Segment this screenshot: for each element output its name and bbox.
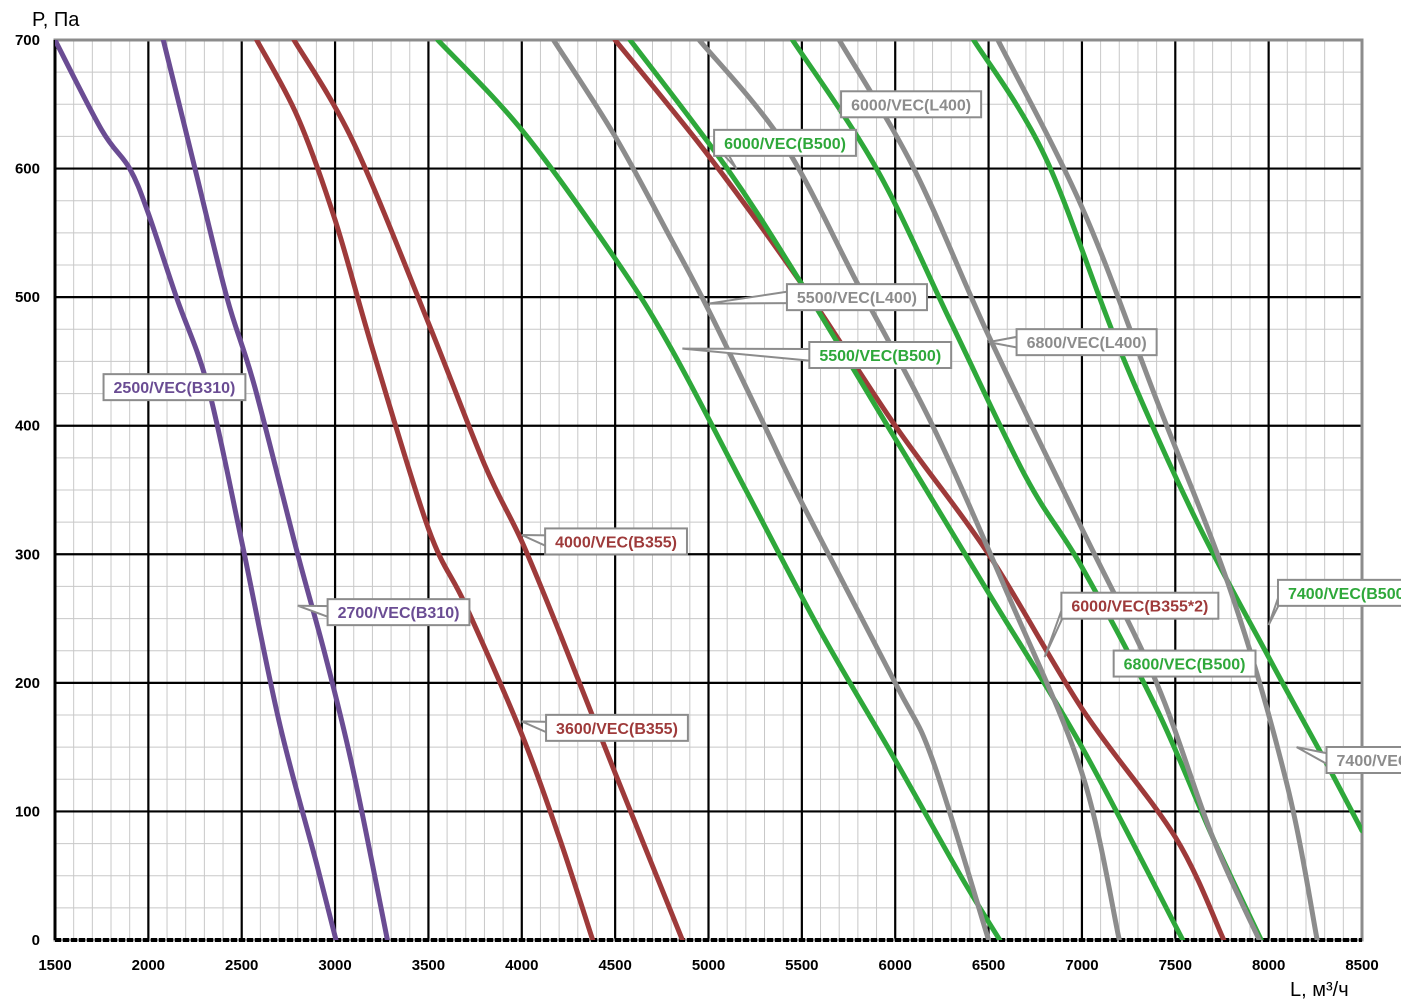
label-pointer (521, 534, 550, 549)
label-text: 6800/VEC(L400) (1027, 335, 1147, 352)
x-tick-label: 3000 (318, 957, 351, 974)
y-tick-label: 300 (15, 546, 40, 563)
label-text: 3600/VEC(B355) (556, 721, 678, 738)
label-box (544, 527, 688, 556)
x-tick-label: 5000 (692, 957, 725, 974)
curve-5500-vec-b500- (435, 40, 1003, 940)
label-text: 6000/VEC(B355*2) (1071, 599, 1208, 616)
y-tick-label: 500 (15, 289, 40, 306)
label-box (1325, 746, 1401, 774)
curve-4000-vec-b355- (291, 40, 685, 940)
label-2700-vec-b310-: 2700/VEC(B310) (297, 598, 471, 627)
label-7400-vec-l400-: 7400/VEC(L400) (1296, 746, 1401, 774)
label-box (1276, 578, 1401, 607)
label-text: 6000/VEC(L400) (851, 97, 971, 114)
curve-6000-vec-b355-2- (612, 40, 1227, 940)
labels-layer: 2500/VEC(B310) 2700/VEC(B310) 3600/VEC(B35… (102, 90, 1401, 774)
label-box (1060, 591, 1220, 620)
label-text: 7400/VEC(B500) (1288, 586, 1401, 603)
label-box (785, 283, 928, 312)
curve-2700-vec-b310- (160, 40, 390, 940)
x-tick-label: 8500 (1345, 957, 1378, 974)
x-tick-label: 2000 (132, 957, 165, 974)
x-tick-label: 4000 (505, 957, 538, 974)
curve-6000-vec-b500- (627, 40, 1186, 940)
ticks-layer: 1500 2000 2500 3000 3500 4000 4500 5000 5500 6000… (15, 32, 1379, 974)
label-box (545, 713, 689, 742)
label-text: 5500/VEC(L400) (797, 290, 917, 307)
label-pointer (521, 720, 551, 735)
y-axis-title: P, Па (32, 9, 80, 31)
curve-5500-vec-l400- (551, 40, 992, 940)
x-axis-title: L, м³/ч (1290, 979, 1349, 1000)
label-text: 2500/VEC(B310) (114, 380, 236, 397)
x-tick-label: 1500 (38, 957, 71, 974)
label-7400-vec-b500-: 7400/VEC(B500) (1267, 578, 1401, 626)
label-4000-vec-b355-: 4000/VEC(B355) (521, 527, 688, 556)
label-6800-vec-b500-: 6800/VEC(B500) (1112, 649, 1257, 678)
label-pointer (297, 604, 332, 620)
label-box (326, 598, 471, 627)
x-tick-label: 5500 (785, 957, 818, 974)
label-5500-vec-l400-: 5500/VEC(L400) (708, 283, 928, 312)
label-3600-vec-b355-: 3600/VEC(B355) (521, 713, 689, 742)
x-tick-label: 7000 (1065, 957, 1098, 974)
label-6000-vec-b500-: 6000/VEC(B500) (713, 128, 857, 170)
label-box (102, 373, 247, 402)
curve-7400-vec-b500- (971, 40, 1362, 834)
y-tick-label: 100 (15, 803, 40, 820)
label-text: 7400/VEC(L400) (1337, 753, 1401, 770)
label-text: 6800/VEC(B500) (1124, 657, 1246, 674)
label-box (1112, 649, 1257, 678)
label-pointer (708, 290, 792, 305)
label-6000-vec-b355-2-: 6000/VEC(B355*2) (1043, 591, 1220, 658)
x-tick-label: 4500 (598, 957, 631, 974)
y-tick-label: 600 (15, 161, 40, 178)
label-pointer (1296, 746, 1332, 767)
x-tick-label: 6500 (972, 957, 1005, 974)
y-tick-label: 0 (32, 932, 40, 949)
label-text: 5500/VEC(B500) (819, 348, 941, 365)
label-6800-vec-l400-: 6800/VEC(L400) (988, 328, 1158, 357)
x-tick-label: 6000 (879, 957, 912, 974)
label-6000-vec-l400-: 6000/VEC(L400) (837, 90, 983, 119)
label-box (713, 128, 857, 157)
label-box (1015, 328, 1158, 357)
y-tick-label: 700 (15, 32, 40, 49)
x-tick-label: 2500 (225, 957, 258, 974)
label-text: 6000/VEC(B500) (724, 136, 846, 153)
y-tick-label: 200 (15, 675, 40, 692)
curve-7400-vec-l400- (995, 40, 1320, 940)
y-tick-label: 400 (15, 418, 40, 435)
curve-3600-vec-b355- (254, 40, 596, 940)
curve-6800-vec-l400- (836, 40, 1262, 940)
major-grid (53, 38, 1364, 942)
label-text: 4000/VEC(B355) (555, 534, 677, 551)
label-pointer (988, 335, 1021, 350)
label-2500-vec-b310-: 2500/VEC(B310) (102, 373, 247, 402)
label-5500-vec-b500-: 5500/VEC(B500) (682, 341, 953, 369)
x-tick-label: 8000 (1252, 957, 1285, 974)
label-text: 2700/VEC(B310) (338, 605, 460, 622)
label-pointer (682, 347, 814, 362)
label-box (840, 90, 983, 119)
label-pointer (1043, 599, 1067, 658)
label-box (808, 341, 953, 369)
x-tick-label: 3500 (412, 957, 445, 974)
x-tick-label: 7500 (1159, 957, 1192, 974)
